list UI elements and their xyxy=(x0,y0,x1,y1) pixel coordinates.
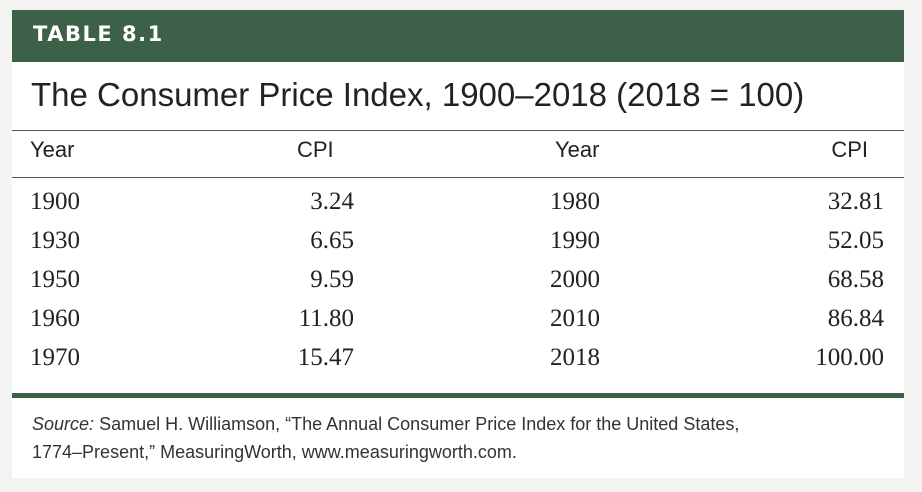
year-cell: 1900 xyxy=(30,188,80,215)
year-cell: 1960 xyxy=(30,305,80,332)
year-cell: 1950 xyxy=(30,266,80,293)
cpi-cell: 52.05 xyxy=(827,227,884,254)
year-cell: 2000 xyxy=(550,266,600,293)
table-header-bar: TABLE 8.1 xyxy=(12,10,904,62)
header-rule xyxy=(12,177,904,178)
source-label: Source: xyxy=(32,414,95,434)
table-panel: TABLE 8.1 The Consumer Price Index, 1900… xyxy=(12,10,904,478)
cpi-cell: 86.84 xyxy=(827,305,884,332)
source-note: Source: Samuel H. Williamson, “The Annua… xyxy=(32,410,892,466)
table-title: The Consumer Price Index, 1900–2018 (201… xyxy=(31,76,805,113)
column-header-year-right: Year xyxy=(555,137,600,162)
cpi-cell: 32.81 xyxy=(827,188,884,215)
column-header-cpi-right: CPI xyxy=(831,137,868,162)
cpi-cell: 6.65 xyxy=(310,227,354,254)
table-number-label: TABLE 8.1 xyxy=(33,22,164,46)
year-cell: 1990 xyxy=(550,227,600,254)
cpi-cell: 3.24 xyxy=(310,188,354,215)
year-cell: 2010 xyxy=(550,305,600,332)
column-header-cpi-left: CPI xyxy=(297,137,334,162)
cpi-cell: 68.58 xyxy=(827,266,884,293)
year-cell: 1930 xyxy=(30,227,80,254)
cpi-cell: 100.00 xyxy=(815,344,884,371)
year-cell: 2018 xyxy=(550,344,600,371)
cpi-cell: 11.80 xyxy=(298,305,354,332)
source-text-line2: 1774–Present,” MeasuringWorth, www.measu… xyxy=(32,442,517,462)
year-cell: 1980 xyxy=(550,188,600,215)
column-header-year-left: Year xyxy=(30,137,75,162)
bottom-accent-rule xyxy=(12,393,904,398)
top-rule xyxy=(12,130,904,131)
year-cell: 1970 xyxy=(30,344,80,371)
cpi-cell: 9.59 xyxy=(310,266,354,293)
source-text-line1: Samuel H. Williamson, “The Annual Consum… xyxy=(99,414,740,434)
cpi-cell: 15.47 xyxy=(297,344,354,371)
